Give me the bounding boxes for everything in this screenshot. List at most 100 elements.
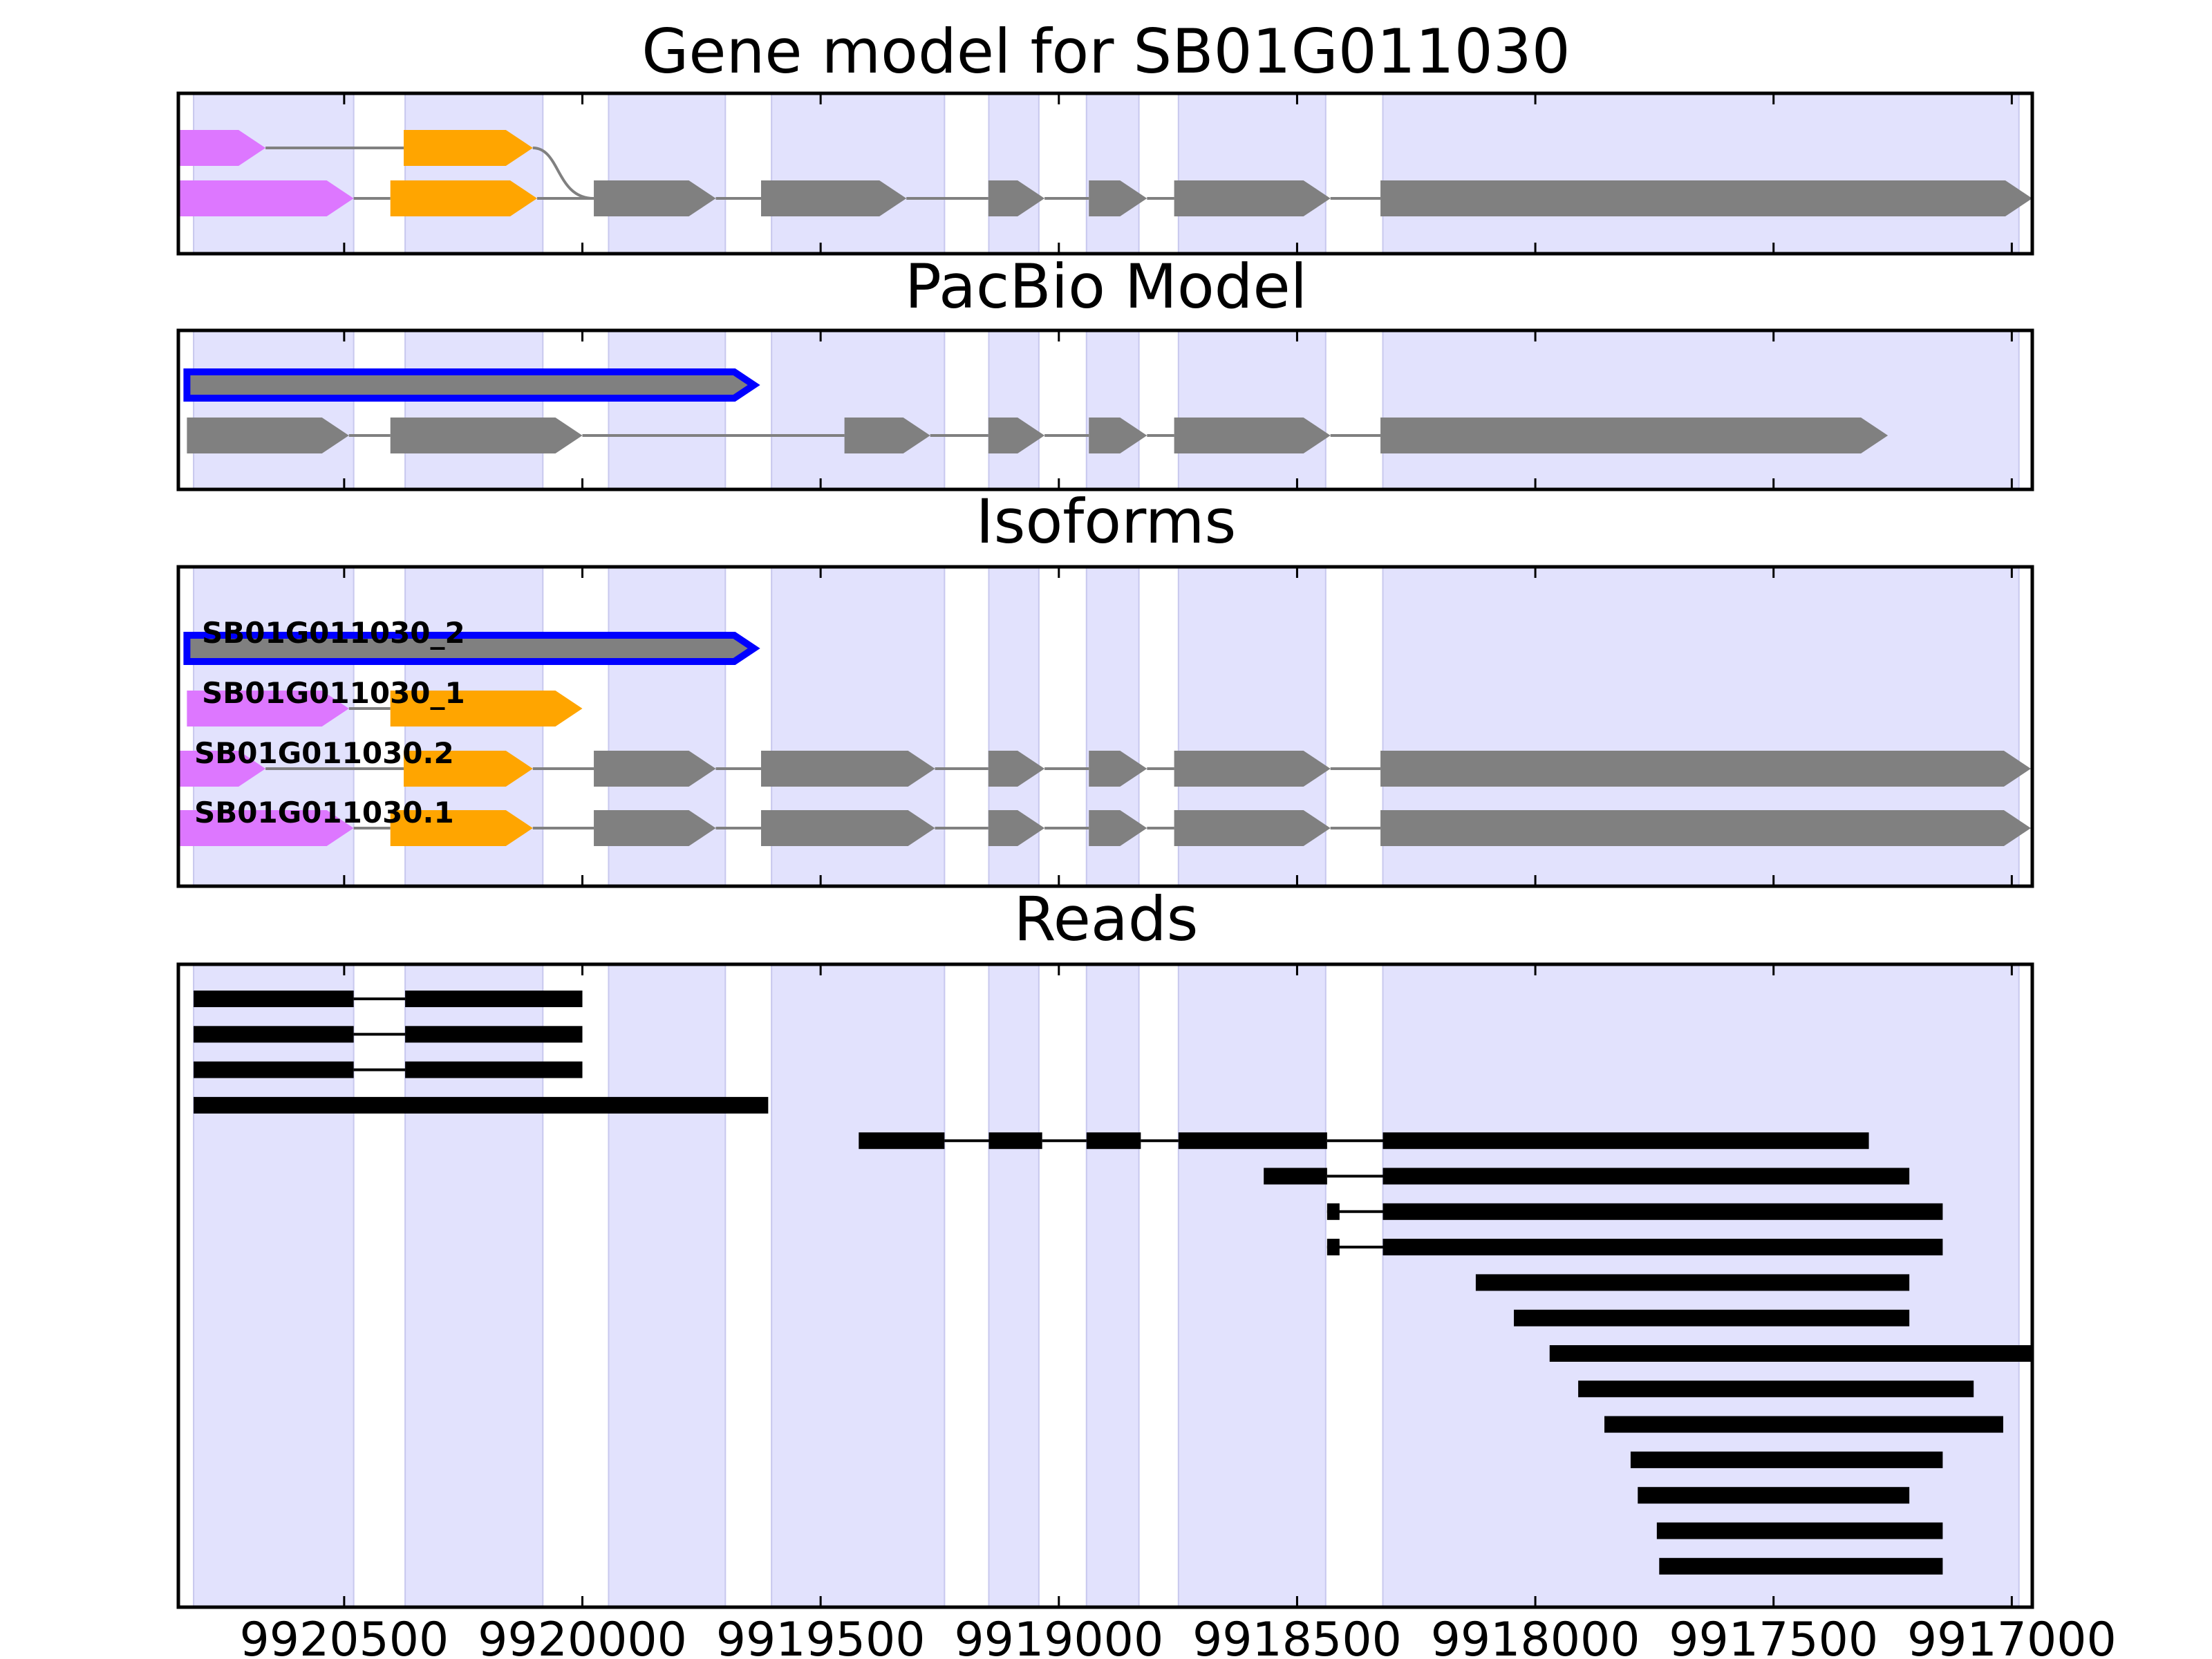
- read-block: [1382, 1168, 1910, 1185]
- x-axis: 9920500 9920000 9919500 9919000 9918500 99180…: [239, 1613, 2116, 1659]
- panel-title-isoforms: Isoforms: [976, 486, 1237, 557]
- read-block: [1578, 1380, 1974, 1398]
- exon-shade-5: [1085, 93, 1140, 254]
- read-block: [1382, 1239, 1943, 1256]
- x-tick-label: 9919000: [954, 1613, 1163, 1659]
- read-block: [194, 1026, 354, 1043]
- exon-block: [1089, 751, 1147, 787]
- x-tick-label: 9920500: [239, 1613, 449, 1659]
- read-block: [194, 991, 354, 1007]
- exon-shade-0: [193, 93, 355, 254]
- exon-block: [844, 418, 930, 453]
- exon-block: [1380, 810, 2031, 846]
- panel-reads: Reads: [176, 883, 2034, 1609]
- panel-pacbio-model-plot: [176, 328, 2034, 491]
- read-block: [1656, 1522, 1943, 1539]
- exon-shade-7: [1382, 93, 2020, 254]
- exon-shade-0: [193, 330, 355, 490]
- exon-block: [1174, 180, 1331, 216]
- intron-curve: [532, 147, 594, 200]
- exon-block: [390, 810, 533, 846]
- exon-shade-6: [1177, 964, 1327, 1608]
- panel-pacbio-model: PacBio Model: [176, 251, 2034, 491]
- exon-shade-2: [608, 964, 727, 1608]
- exon-block: [1174, 418, 1331, 453]
- exon-block: [988, 751, 1045, 787]
- isoform-label: SB01G011030.1: [194, 796, 454, 830]
- panel-frame: [176, 962, 2034, 1609]
- exon-block: [178, 180, 354, 216]
- read-block: [194, 1061, 354, 1078]
- exon-block: [594, 810, 716, 846]
- exon-block: [404, 751, 533, 787]
- read-block: [1475, 1274, 1910, 1291]
- exon-block-highlighted: [183, 368, 760, 402]
- exon-block: [404, 130, 533, 166]
- exon-block: [760, 751, 935, 787]
- panel-gene-model: Gene model for SB01G011030: [176, 16, 2034, 256]
- exon-shade-3: [771, 330, 946, 490]
- exon-shade-5: [1085, 964, 1140, 1608]
- exon-block: [988, 180, 1045, 216]
- exon-block: [390, 418, 583, 453]
- read-block: [194, 1096, 769, 1114]
- exon-block: [594, 751, 716, 787]
- read-block: [1382, 1132, 1869, 1150]
- x-tick-label: 9917500: [1669, 1613, 1878, 1659]
- panel-frame: [176, 565, 2034, 888]
- isoform-label: SB01G011030_2: [202, 616, 465, 650]
- exon-block: [187, 418, 349, 453]
- panel-title-pacbio-model: PacBio Model: [905, 251, 1307, 322]
- exon-shade-0: [193, 964, 355, 1608]
- read-block: [405, 1061, 583, 1078]
- exon-shade-3: [771, 964, 946, 1608]
- exon-block: [1089, 180, 1147, 216]
- x-tick-label: 9917000: [1907, 1613, 2117, 1659]
- read-block: [1264, 1168, 1327, 1185]
- exon-block-highlighted: [183, 632, 760, 665]
- exon-block: [760, 810, 935, 846]
- exon-shade-1: [404, 93, 544, 254]
- exon-block: [1380, 751, 2031, 787]
- panel-isoforms: Isoforms SB01G011030_2SB01G011030_1SB01G…: [176, 486, 2034, 888]
- exon-block: [390, 691, 583, 727]
- x-tick-label: 9920000: [478, 1613, 687, 1659]
- read-block: [1630, 1451, 1943, 1468]
- isoform-label: SB01G011030.2: [194, 736, 454, 770]
- read-block: [1382, 1203, 1943, 1220]
- read-block: [1086, 1132, 1141, 1150]
- exon-block: [760, 180, 907, 216]
- exon-block: [988, 418, 1045, 453]
- read-block: [859, 1132, 945, 1150]
- exon-block: [390, 180, 538, 216]
- exon-shade-1: [404, 964, 544, 1608]
- exon-shade-5: [1085, 330, 1140, 490]
- read-block: [1327, 1203, 1340, 1220]
- exon-shade-6: [1177, 93, 1327, 254]
- x-tick-label: 9919500: [716, 1613, 926, 1659]
- exon-shade-4: [988, 330, 1040, 490]
- exon-shade-7: [1382, 330, 2020, 490]
- panel-reads-plot: [176, 962, 2034, 1609]
- exon-block: [1380, 180, 2032, 216]
- exon-block: [178, 751, 266, 787]
- read-block: [405, 991, 583, 1007]
- read-block: [1178, 1132, 1327, 1150]
- exon-block: [178, 130, 266, 166]
- exon-block: [1089, 810, 1147, 846]
- exon-shade-2: [608, 93, 727, 254]
- exon-block: [1089, 418, 1147, 453]
- read-block: [405, 1026, 583, 1043]
- panel-title-gene-model: Gene model for SB01G011030: [641, 16, 1571, 87]
- read-block: [1659, 1557, 1943, 1575]
- isoform-label: SB01G011030_1: [202, 676, 465, 710]
- panel-frame: [176, 328, 2034, 491]
- exon-shade-1: [404, 330, 544, 490]
- exon-block: [178, 810, 354, 846]
- x-tick-label: 9918000: [1431, 1613, 1640, 1659]
- panel-isoforms-plot: SB01G011030_2 SB01G011030_1 SB01G011030.2 S…: [176, 565, 2034, 888]
- read-block: [1327, 1239, 1340, 1256]
- read-block: [1514, 1309, 1910, 1327]
- panel-gene-model-plot: [176, 91, 2034, 256]
